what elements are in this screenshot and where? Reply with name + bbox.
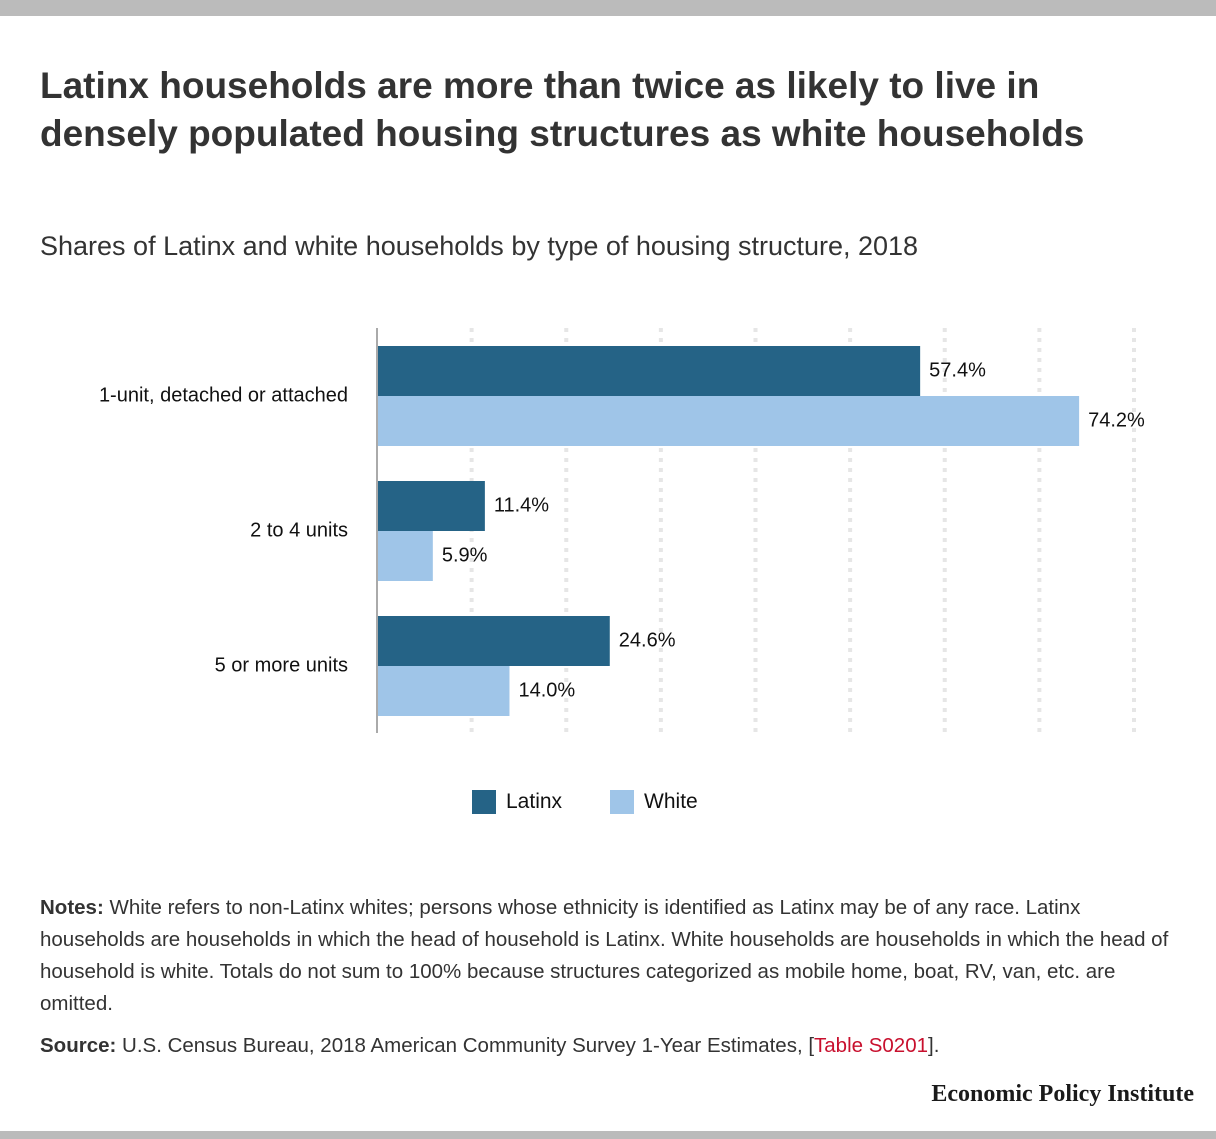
source-text: U.S. Census Bureau, 2018 American Commun… xyxy=(122,1034,815,1057)
category-label: 1-unit, detached or attached xyxy=(99,384,348,406)
category-labels: 1-unit, detached or attached 2 to 4 units… xyxy=(99,384,348,676)
legend-label-latinx: Latinx xyxy=(506,790,563,813)
legend-item-latinx: Latinx xyxy=(472,790,562,814)
source-link[interactable]: Table S0201 xyxy=(814,1034,929,1057)
notes: Notes: White refers to non-Latinx whites… xyxy=(40,892,1190,1020)
top-frame-bar xyxy=(0,0,1216,16)
bar-white xyxy=(378,666,510,716)
value-label-white: 74.2% xyxy=(1088,409,1145,431)
category-label: 5 or more units xyxy=(215,654,348,676)
value-label-white: 14.0% xyxy=(518,679,575,701)
bar-chart: 1-unit, detached or attached 2 to 4 units… xyxy=(99,328,1145,733)
bar-latinx xyxy=(378,346,921,396)
source-end: ]. xyxy=(928,1034,940,1057)
notes-text: White refers to non-Latinx whites; perso… xyxy=(40,896,1169,1015)
legend-item-white: White xyxy=(610,790,698,814)
legend-label-white: White xyxy=(644,790,698,813)
value-labels: 57.4% 74.2% 11.4% 5.9% 24.6% 14.0% xyxy=(442,359,1145,701)
bars xyxy=(378,346,1080,716)
category-label: 2 to 4 units xyxy=(250,519,348,541)
bar-white xyxy=(378,396,1080,446)
bar-white xyxy=(378,531,433,581)
bar-latinx xyxy=(378,616,610,666)
legend-swatch-latinx xyxy=(472,790,496,814)
legend: Latinx White xyxy=(472,790,746,814)
chart-title: Latinx households are more than twice as… xyxy=(40,65,1085,154)
value-label-latinx: 11.4% xyxy=(494,494,549,516)
source-label: Source: xyxy=(40,1034,117,1057)
value-label-latinx: 24.6% xyxy=(619,629,676,651)
chart-subtitle: Shares of Latinx and white households by… xyxy=(40,231,919,261)
brand-logo: Economic Policy Institute xyxy=(931,1081,1194,1107)
bar-latinx xyxy=(378,481,485,531)
value-label-white: 5.9% xyxy=(442,544,488,566)
value-label-latinx: 57.4% xyxy=(929,359,986,381)
notes-label: Notes: xyxy=(40,896,104,919)
bottom-frame-bar xyxy=(0,1131,1216,1139)
legend-swatch-white xyxy=(610,790,635,814)
source: Source: U.S. Census Bureau, 2018 America… xyxy=(40,1030,1190,1062)
